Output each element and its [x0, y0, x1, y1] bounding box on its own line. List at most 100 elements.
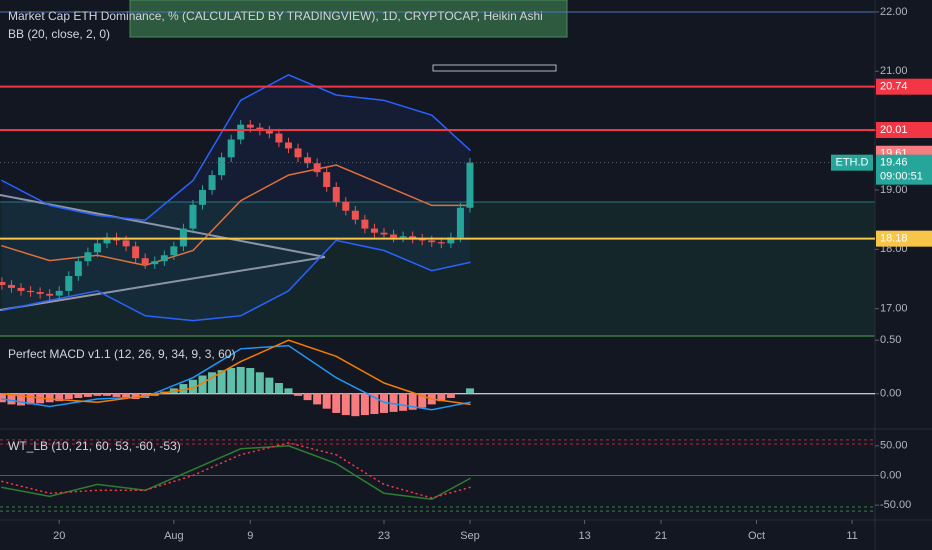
- histogram-bar: [112, 393, 121, 397]
- y-tick-label: 22.00: [880, 6, 908, 18]
- candle-body: [17, 287, 25, 291]
- x-tick-label: 21: [655, 530, 667, 542]
- indicator-line: [1, 445, 471, 500]
- candle-body: [65, 276, 73, 291]
- candle-body: [189, 204, 197, 229]
- histogram-bar: [360, 393, 369, 416]
- histogram-bar: [74, 393, 83, 398]
- histogram-bar: [227, 368, 236, 394]
- histogram-bar: [399, 393, 408, 411]
- histogram-bar: [418, 393, 427, 408]
- price-tag-label: 20.01: [880, 124, 908, 136]
- triangle-line: [0, 194, 326, 258]
- candle-body: [36, 292, 44, 294]
- y-tick-label: 21.00: [880, 65, 908, 77]
- histogram-bar: [332, 393, 341, 413]
- candle-body: [132, 246, 140, 259]
- candle-body: [27, 290, 35, 293]
- candle-body: [93, 243, 101, 253]
- candle-body: [447, 237, 455, 244]
- candle-body: [199, 189, 207, 205]
- histogram-bar: [265, 377, 274, 394]
- candle-body: [0, 281, 6, 285]
- histogram-bar: [255, 372, 264, 394]
- macd-title: Perfect MACD v1.1 (12, 26, 9, 34, 9, 3, …: [8, 347, 235, 361]
- candle-body: [323, 172, 331, 187]
- candle-body: [409, 236, 417, 239]
- candle-body: [380, 232, 388, 235]
- drawing-rect: [432, 64, 557, 72]
- candle-body: [342, 201, 350, 211]
- candle-body: [84, 252, 92, 262]
- histogram-bar: [179, 384, 188, 394]
- candle-body: [399, 236, 407, 238]
- countdown-label: 09:00:51: [880, 171, 923, 183]
- y-tick-label: -50.00: [880, 499, 911, 511]
- last-price-tag: [876, 154, 932, 185]
- histogram-bar: [93, 393, 102, 396]
- candle-body: [170, 246, 178, 256]
- candle-body: [332, 186, 340, 202]
- y-tick-label: 50.00: [880, 440, 908, 452]
- candle-body: [74, 261, 82, 277]
- histogram-bar: [122, 393, 131, 398]
- wt-title: WT_LB (10, 21, 60, 53, -60, -53): [8, 439, 181, 453]
- candle-body: [122, 240, 130, 247]
- indicator-line: [1, 442, 471, 499]
- indicator-line: [1, 339, 471, 406]
- x-tick-label: 11: [846, 530, 857, 542]
- candle-body: [390, 234, 398, 238]
- candle-body: [160, 255, 168, 262]
- histogram-bar: [17, 393, 26, 406]
- candle-body: [265, 130, 273, 134]
- candle-body: [151, 261, 159, 265]
- histogram-bar: [236, 366, 245, 394]
- marks: [0, 73, 875, 512]
- candle-body: [284, 142, 292, 149]
- candle-body: [55, 290, 63, 296]
- histogram-bar: [102, 393, 111, 396]
- price-tag-label: 20.74: [880, 81, 908, 93]
- x-tick-label: Sep: [460, 530, 480, 542]
- y-tick-label: 0.50: [880, 334, 901, 346]
- candle-body: [141, 258, 149, 265]
- candle-body: [294, 148, 302, 158]
- triangle-line: [0, 256, 326, 311]
- candle-body: [103, 237, 111, 244]
- candle-body: [456, 207, 464, 238]
- histogram-bar: [7, 393, 16, 405]
- last-price-label: 19.46: [880, 157, 908, 169]
- histogram-bar: [408, 393, 417, 410]
- indicator-line: [1, 239, 471, 322]
- histogram-bar: [198, 375, 207, 394]
- candle-body: [218, 157, 226, 176]
- histogram-bar: [322, 393, 331, 409]
- y-tick-label: 17.00: [880, 303, 908, 315]
- candle-body: [7, 284, 15, 288]
- candle-body: [370, 228, 378, 233]
- price-tag-label: 18.18: [880, 233, 908, 245]
- candle-body: [275, 133, 283, 143]
- indicator-line: [1, 73, 471, 221]
- candle-body: [46, 293, 54, 296]
- histogram-bar: [341, 393, 350, 416]
- x-tick-label: Oct: [748, 530, 765, 542]
- histogram-bar: [465, 388, 474, 394]
- histogram-bar: [217, 370, 226, 394]
- price-tag: [876, 122, 932, 139]
- histogram-bar: [274, 383, 283, 394]
- y-tick-label: 0.00: [880, 469, 901, 481]
- x-tick-label: 23: [378, 530, 390, 542]
- histogram-bar: [303, 393, 312, 401]
- histogram-bar: [208, 372, 217, 394]
- candle-body: [179, 228, 187, 247]
- histogram-bar: [26, 393, 35, 405]
- candle-body: [237, 124, 245, 140]
- histogram-bar: [45, 393, 54, 403]
- histogram-bar: [64, 393, 73, 400]
- candle-body: [227, 139, 235, 158]
- histogram-bar: [389, 393, 398, 412]
- histogram-bar: [83, 393, 92, 397]
- symbol-tag: [831, 154, 873, 171]
- histogram-bar: [446, 393, 455, 398]
